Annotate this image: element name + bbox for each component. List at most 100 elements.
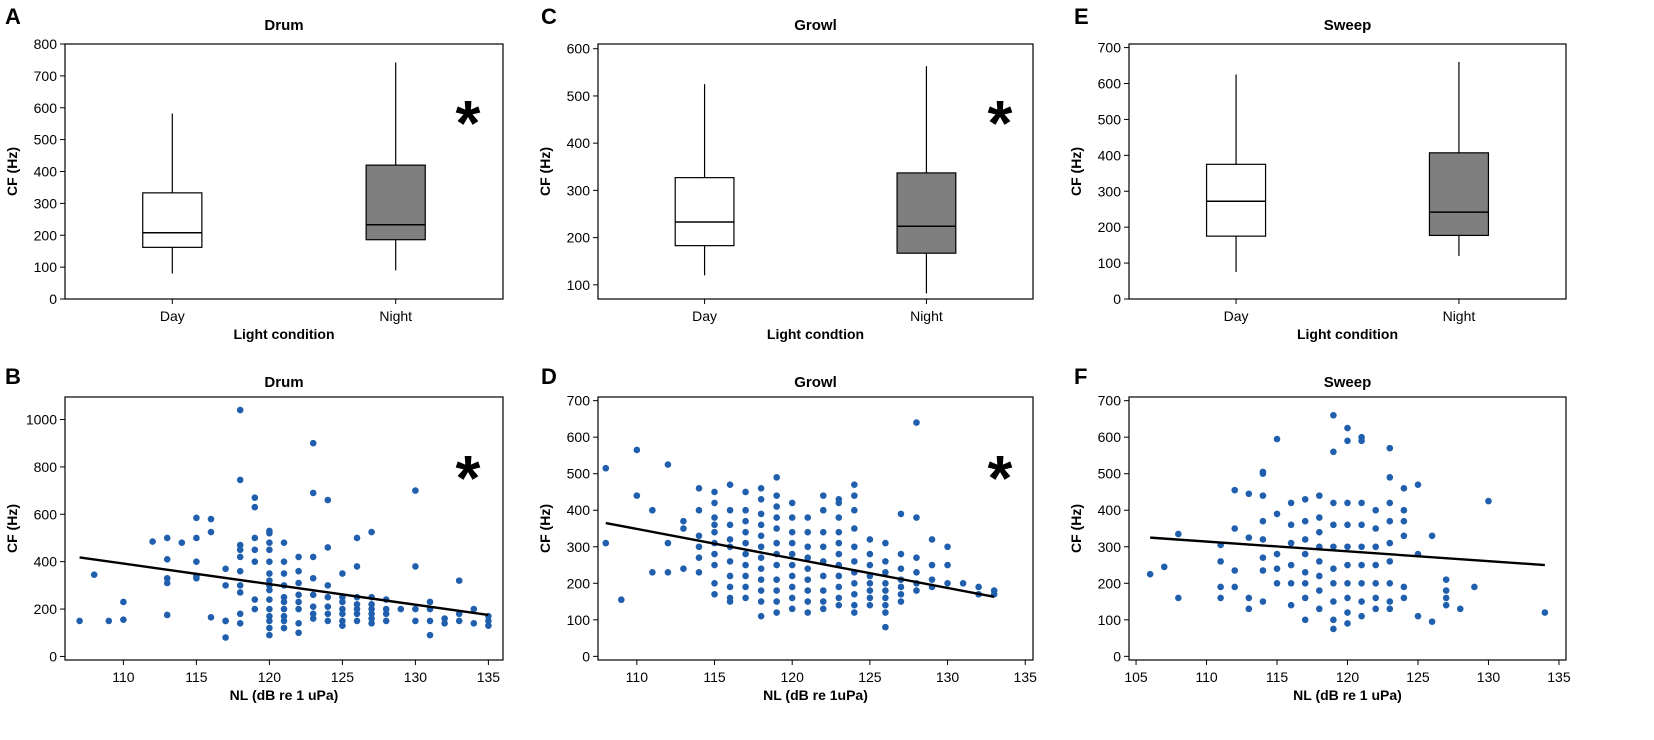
- data-point: [280, 570, 288, 577]
- data-point: [280, 593, 288, 601]
- data-point: [866, 594, 874, 602]
- data-point: [266, 577, 273, 584]
- y-tick-label: 800: [34, 36, 58, 52]
- data-point: [804, 528, 812, 536]
- data-point: [1330, 565, 1337, 572]
- x-tick-label: 125: [858, 669, 882, 685]
- data-point: [295, 553, 302, 561]
- data-point: [324, 496, 332, 504]
- data-point: [851, 601, 858, 609]
- data-point: [309, 591, 317, 599]
- data-point: [1245, 534, 1253, 541]
- panel-f: F Sweep 0 100 200 300 400 500 600 700 CF (Hz) 105 11…: [1068, 364, 1571, 703]
- data-point: [1386, 579, 1394, 587]
- data-point: [1400, 583, 1408, 591]
- data-point: [163, 579, 171, 587]
- data-point: [120, 616, 127, 624]
- data-point: [426, 631, 434, 639]
- data-point: [455, 577, 463, 584]
- data-point: [309, 615, 317, 622]
- data-point: [1287, 539, 1295, 547]
- data-point: [1316, 572, 1323, 580]
- data-point: [1259, 598, 1267, 605]
- data-point: [1400, 517, 1408, 525]
- trend-line: [79, 556, 489, 617]
- data-point: [266, 586, 273, 594]
- data-point: [295, 591, 302, 599]
- data-point: [711, 499, 718, 507]
- panel-title-a: Drum: [264, 17, 303, 34]
- data-point: [353, 617, 361, 625]
- y-tick-label: 500: [34, 132, 58, 148]
- box-day: [674, 177, 735, 247]
- data-point: [339, 617, 346, 625]
- data-point: [726, 481, 734, 488]
- y-tick-label: 600: [567, 41, 591, 57]
- data-point: [773, 503, 780, 510]
- panel-title-c: Growl: [794, 17, 837, 34]
- data-point: [1287, 499, 1295, 507]
- x-tick-label: 110: [626, 669, 649, 685]
- box-night: [1428, 152, 1490, 237]
- data-point: [757, 485, 765, 492]
- y-tick-label: 400: [34, 164, 58, 180]
- data-point: [280, 624, 288, 632]
- data-point: [1316, 587, 1323, 594]
- data-point: [711, 590, 718, 598]
- data-point: [266, 570, 273, 577]
- x-tick-label: 135: [1547, 669, 1571, 685]
- data-point: [309, 574, 317, 582]
- x-tick-label: 135: [477, 669, 501, 685]
- data-point: [368, 619, 375, 627]
- data-point: [236, 546, 244, 554]
- panel-d: D Growl 0 100 200 300 400 500 600 700 CF (Hz) 110 11…: [537, 364, 1037, 703]
- data-point: [251, 596, 259, 603]
- data-point: [1330, 499, 1337, 507]
- panel-a: A Drum 0 100 200 300 400 500 600 700 800 CF (Hz) Day…: [4, 4, 504, 342]
- data-point: [928, 536, 936, 543]
- data-point: [309, 610, 317, 618]
- data-point: [866, 561, 874, 569]
- data-point: [266, 529, 273, 537]
- data-point: [835, 528, 843, 536]
- data-point: [1231, 567, 1239, 574]
- y-tick-label: 300: [567, 182, 591, 198]
- data-point: [664, 539, 672, 547]
- data-point: [1259, 517, 1267, 525]
- data-point: [353, 563, 361, 570]
- data-point: [266, 596, 273, 603]
- y-tick-label: 100: [1098, 255, 1122, 271]
- data-point: [280, 617, 288, 625]
- data-point: [1301, 536, 1309, 543]
- y-tick-label: 400: [1098, 147, 1122, 163]
- data-point: [251, 503, 259, 511]
- y-axis-label-f: CF (Hz): [1068, 504, 1084, 553]
- data-point: [726, 506, 734, 514]
- data-point: [819, 605, 827, 613]
- data-point: [470, 619, 478, 627]
- data-point: [266, 546, 273, 554]
- data-point: [1316, 492, 1323, 499]
- data-point: [1330, 543, 1337, 551]
- data-point: [711, 579, 718, 587]
- data-point: [207, 515, 215, 523]
- data-point: [695, 543, 703, 551]
- data-point: [236, 582, 244, 589]
- data-point: [1358, 598, 1365, 605]
- data-point: [804, 514, 812, 521]
- data-point: [1316, 514, 1323, 521]
- data-point: [726, 572, 734, 580]
- data-point: [1301, 579, 1309, 587]
- data-point: [1541, 609, 1549, 616]
- data-point: [1259, 567, 1267, 574]
- data-point: [339, 605, 346, 613]
- data-point: [280, 612, 288, 620]
- data-point: [928, 561, 936, 569]
- panel-letter-a: A: [5, 4, 21, 29]
- data-point: [251, 534, 259, 542]
- data-point: [944, 579, 951, 587]
- x-tick-label: Night: [379, 308, 412, 324]
- data-point: [266, 617, 273, 625]
- data-point: [633, 446, 641, 454]
- panel-title-e: Sweep: [1324, 17, 1372, 34]
